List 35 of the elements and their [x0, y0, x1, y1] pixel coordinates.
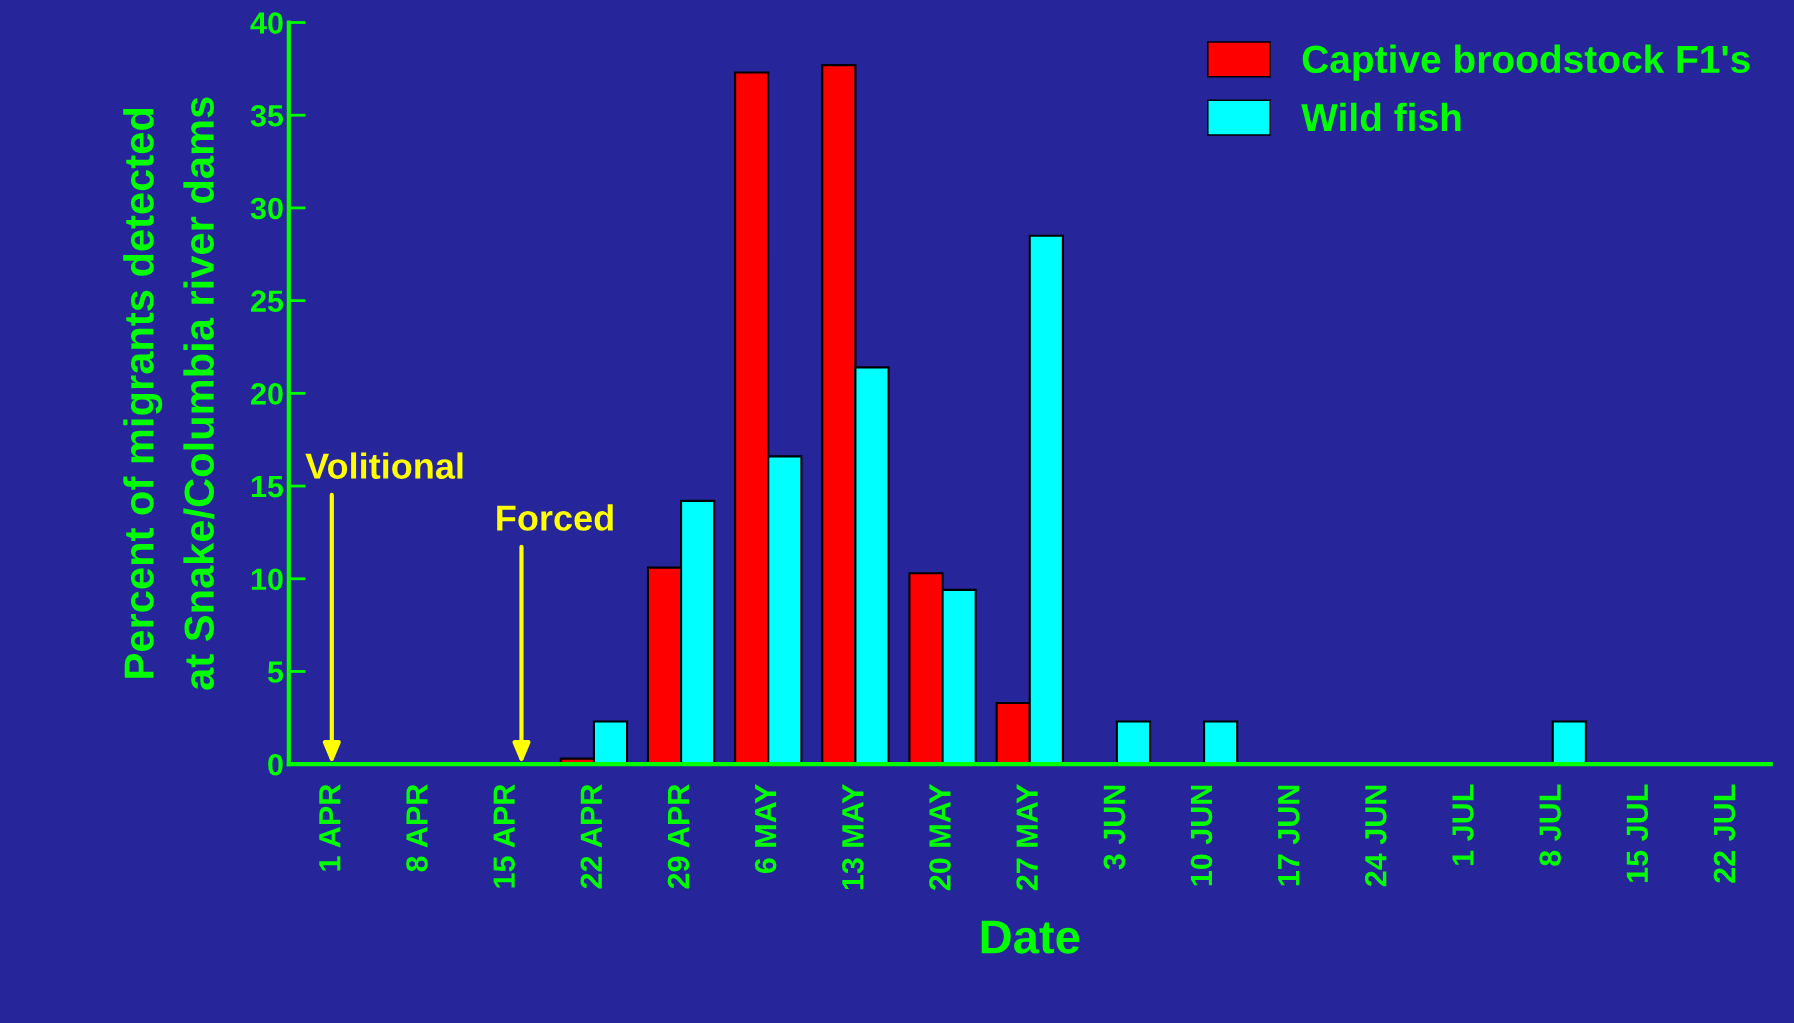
x-tick-label: 6 MAY — [754, 784, 777, 874]
x-tick-label: 22 APR — [580, 784, 602, 889]
x-axis-title: Date — [981, 920, 1080, 954]
y-axis-title: Percent of migrants detected at Snake/Columbia river dams — [123, 97, 215, 690]
legend-label: Captive broodstock F1's — [1302, 44, 1750, 81]
x-tick-label: 8 APR — [406, 784, 428, 872]
annotation: Volitional — [305, 452, 463, 479]
x-tick-label: 24 JUN — [1364, 785, 1387, 887]
y-tick-label: 30 — [250, 197, 283, 220]
y-tick-label: 5 — [267, 661, 284, 683]
x-tick-label: 1 APR — [319, 784, 341, 871]
x-tick-label: 27 MAY — [1016, 784, 1038, 891]
legend-label: Wild fish — [1301, 102, 1461, 132]
bar — [1203, 720, 1239, 765]
x-tick-label: 3 JUN — [1103, 785, 1126, 870]
bar — [1551, 720, 1587, 765]
y-tick-label: 15 — [251, 476, 284, 498]
y-tick-label: 25 — [251, 290, 284, 313]
x-tick-label: 29 APR — [667, 784, 690, 889]
x-tick-label: 8 JUL — [1539, 784, 1561, 866]
x-tick-label: 15 APR — [493, 784, 515, 888]
x-tick-label: 1 JUL — [1452, 784, 1474, 865]
x-tick-label: 10 JUN — [1190, 785, 1213, 886]
x-tick-label: 15 JUL — [1626, 784, 1649, 882]
x-tick-label: 13 MAY — [841, 784, 864, 890]
y-tick-label: 0 — [268, 753, 283, 776]
y-tick-label: 40 — [250, 12, 283, 34]
y-tick-label: 35 — [250, 104, 284, 127]
x-tick-label: 20 MAY — [929, 784, 951, 891]
y-tick-label: 10 — [251, 568, 283, 591]
y-tick-label: 20 — [251, 383, 283, 405]
annotation: Forced — [497, 504, 613, 531]
x-tick-label: 22 JUL — [1713, 784, 1736, 883]
bar — [1115, 720, 1152, 765]
x-tick-label: 17 JUN — [1278, 785, 1300, 886]
